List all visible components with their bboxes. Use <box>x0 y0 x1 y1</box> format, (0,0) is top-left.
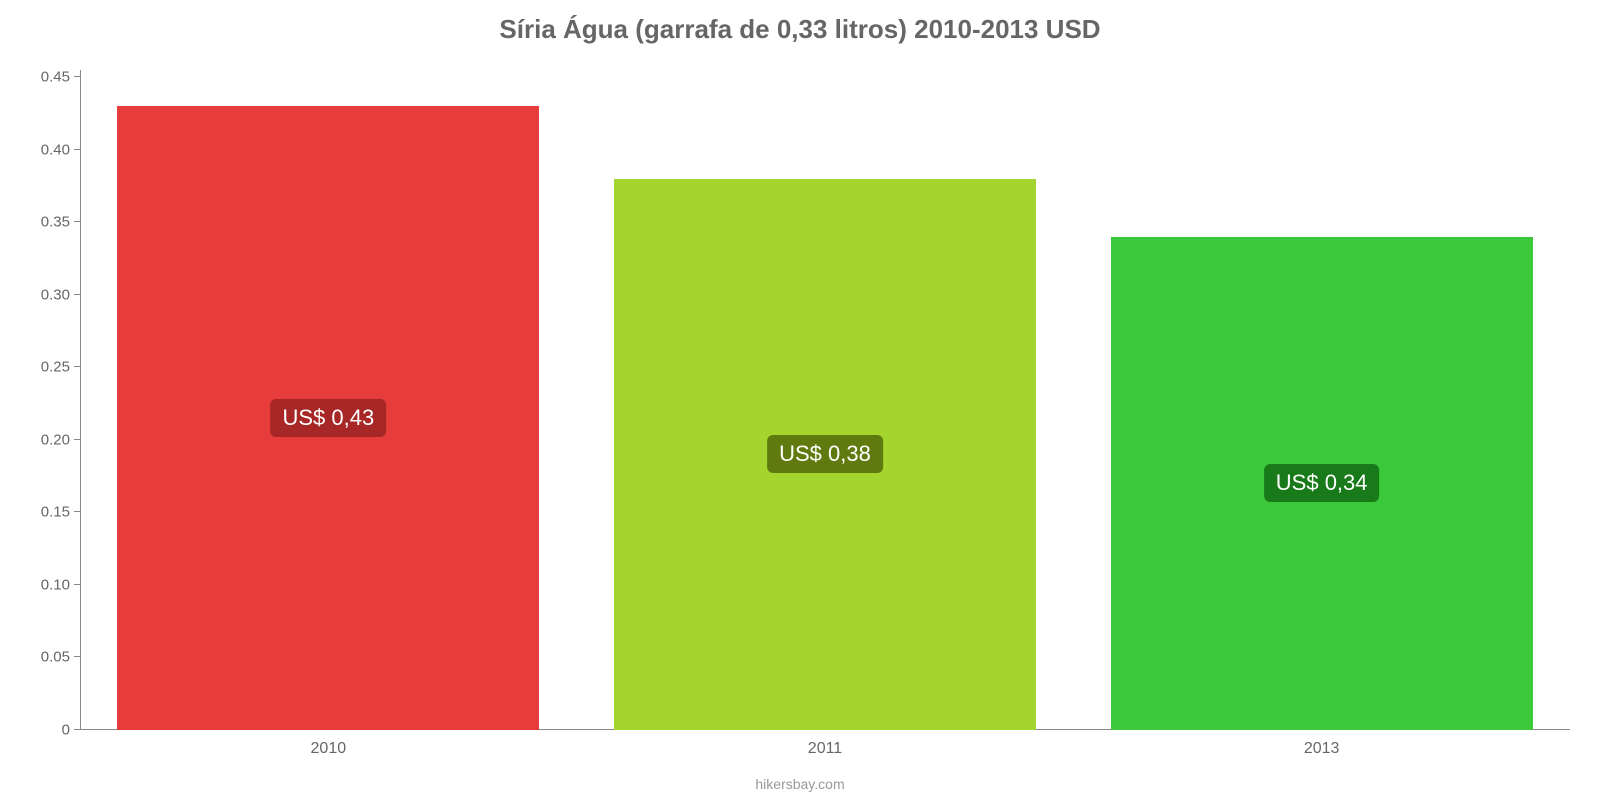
x-tick-label: 2011 <box>808 730 842 758</box>
x-tick-label: 2010 <box>311 730 347 758</box>
y-tick-label: 0.45 <box>41 69 80 86</box>
bar-chart: Síria Água (garrafa de 0,33 litros) 2010… <box>0 0 1600 800</box>
y-tick-label: 0.40 <box>41 141 80 158</box>
bar: US$ 0,43 <box>117 106 539 730</box>
y-tick-label: 0.25 <box>41 359 80 376</box>
plot-area: 00.050.100.150.200.250.300.350.400.45US$… <box>80 70 1570 730</box>
y-tick-label: 0.20 <box>41 431 80 448</box>
y-tick-label: 0.05 <box>41 649 80 666</box>
y-tick-label: 0.10 <box>41 576 80 593</box>
y-axis <box>80 70 81 730</box>
bar-value-label: US$ 0,38 <box>767 435 883 473</box>
chart-footer: hikersbay.com <box>0 776 1600 792</box>
y-tick-label: 0.35 <box>41 214 80 231</box>
x-tick-label: 2013 <box>1304 730 1340 758</box>
bar-value-label: US$ 0,34 <box>1264 464 1380 502</box>
y-tick-label: 0.15 <box>41 504 80 521</box>
bar: US$ 0,38 <box>614 179 1036 730</box>
y-tick-label: 0.30 <box>41 286 80 303</box>
bar: US$ 0,34 <box>1111 237 1533 730</box>
y-tick-label: 0 <box>62 722 80 739</box>
bar-value-label: US$ 0,43 <box>270 399 386 437</box>
chart-title: Síria Água (garrafa de 0,33 litros) 2010… <box>0 14 1600 45</box>
